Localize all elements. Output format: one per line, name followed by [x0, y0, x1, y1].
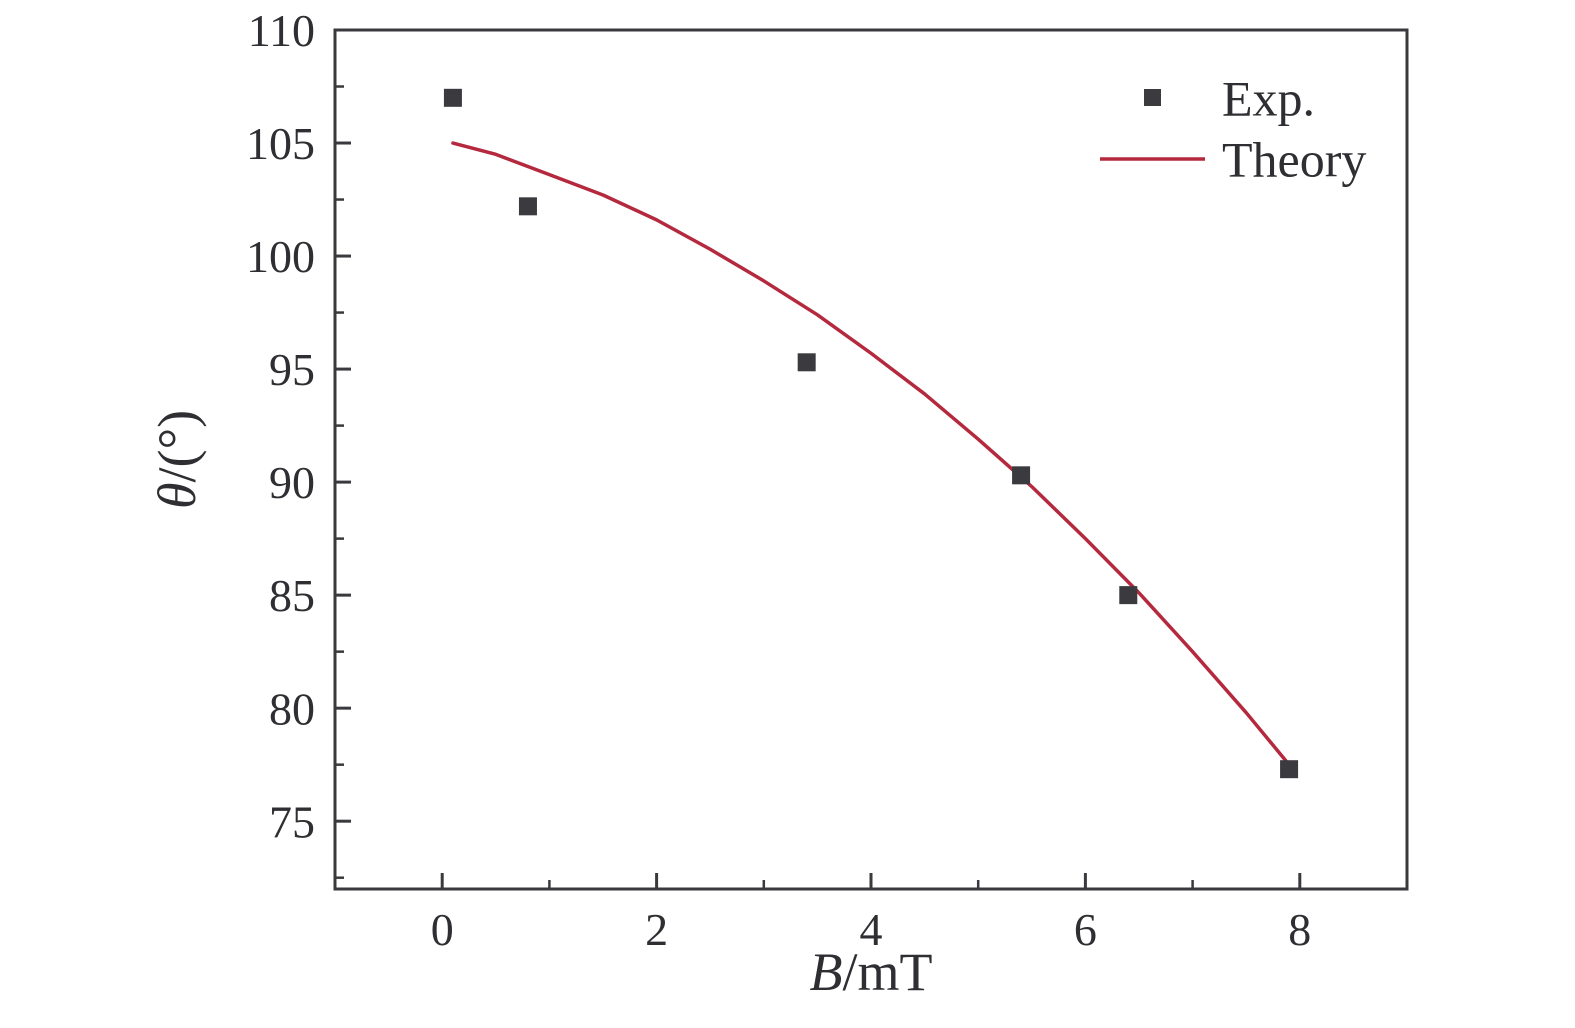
theory-line: [451, 141, 1291, 767]
exp-point: [443, 88, 462, 107]
y-tick-label: 90: [269, 457, 315, 508]
exp-point: [1280, 760, 1299, 779]
legend-theory-label: Theory: [1222, 132, 1366, 188]
exp-point: [518, 197, 537, 216]
exp-points: [443, 88, 1299, 779]
x-tick-label: 8: [1288, 904, 1311, 955]
x-tick-label: 0: [431, 904, 454, 955]
legend-exp-label: Exp.: [1222, 71, 1315, 127]
x-tick-label: 4: [860, 904, 883, 955]
y-tick-label: 80: [269, 683, 315, 734]
x-axis-ticks: 0 2 4 6 8: [431, 873, 1311, 955]
x-tick-label: 6: [1074, 904, 1097, 955]
legend-exp-marker: [1144, 89, 1161, 106]
legend: Exp.Theory: [1100, 71, 1366, 188]
exp-point: [1012, 466, 1031, 485]
x-tick-label: 2: [645, 904, 668, 955]
y-axis-ticks: 75 80 85 90 95 100 105 110: [246, 5, 351, 879]
y-tick-label: 95: [269, 344, 315, 395]
y-tick-label: 100: [246, 231, 315, 282]
y-axis-label: θ/(°): [147, 410, 207, 509]
y-tick-label: 110: [248, 5, 315, 56]
exp-point: [797, 353, 816, 372]
x-axis-label: B/mT: [810, 942, 933, 1002]
y-tick-label: 75: [269, 796, 315, 847]
y-tick-label: 85: [269, 570, 315, 621]
exp-point: [1119, 586, 1138, 605]
y-tick-label: 105: [246, 118, 315, 169]
